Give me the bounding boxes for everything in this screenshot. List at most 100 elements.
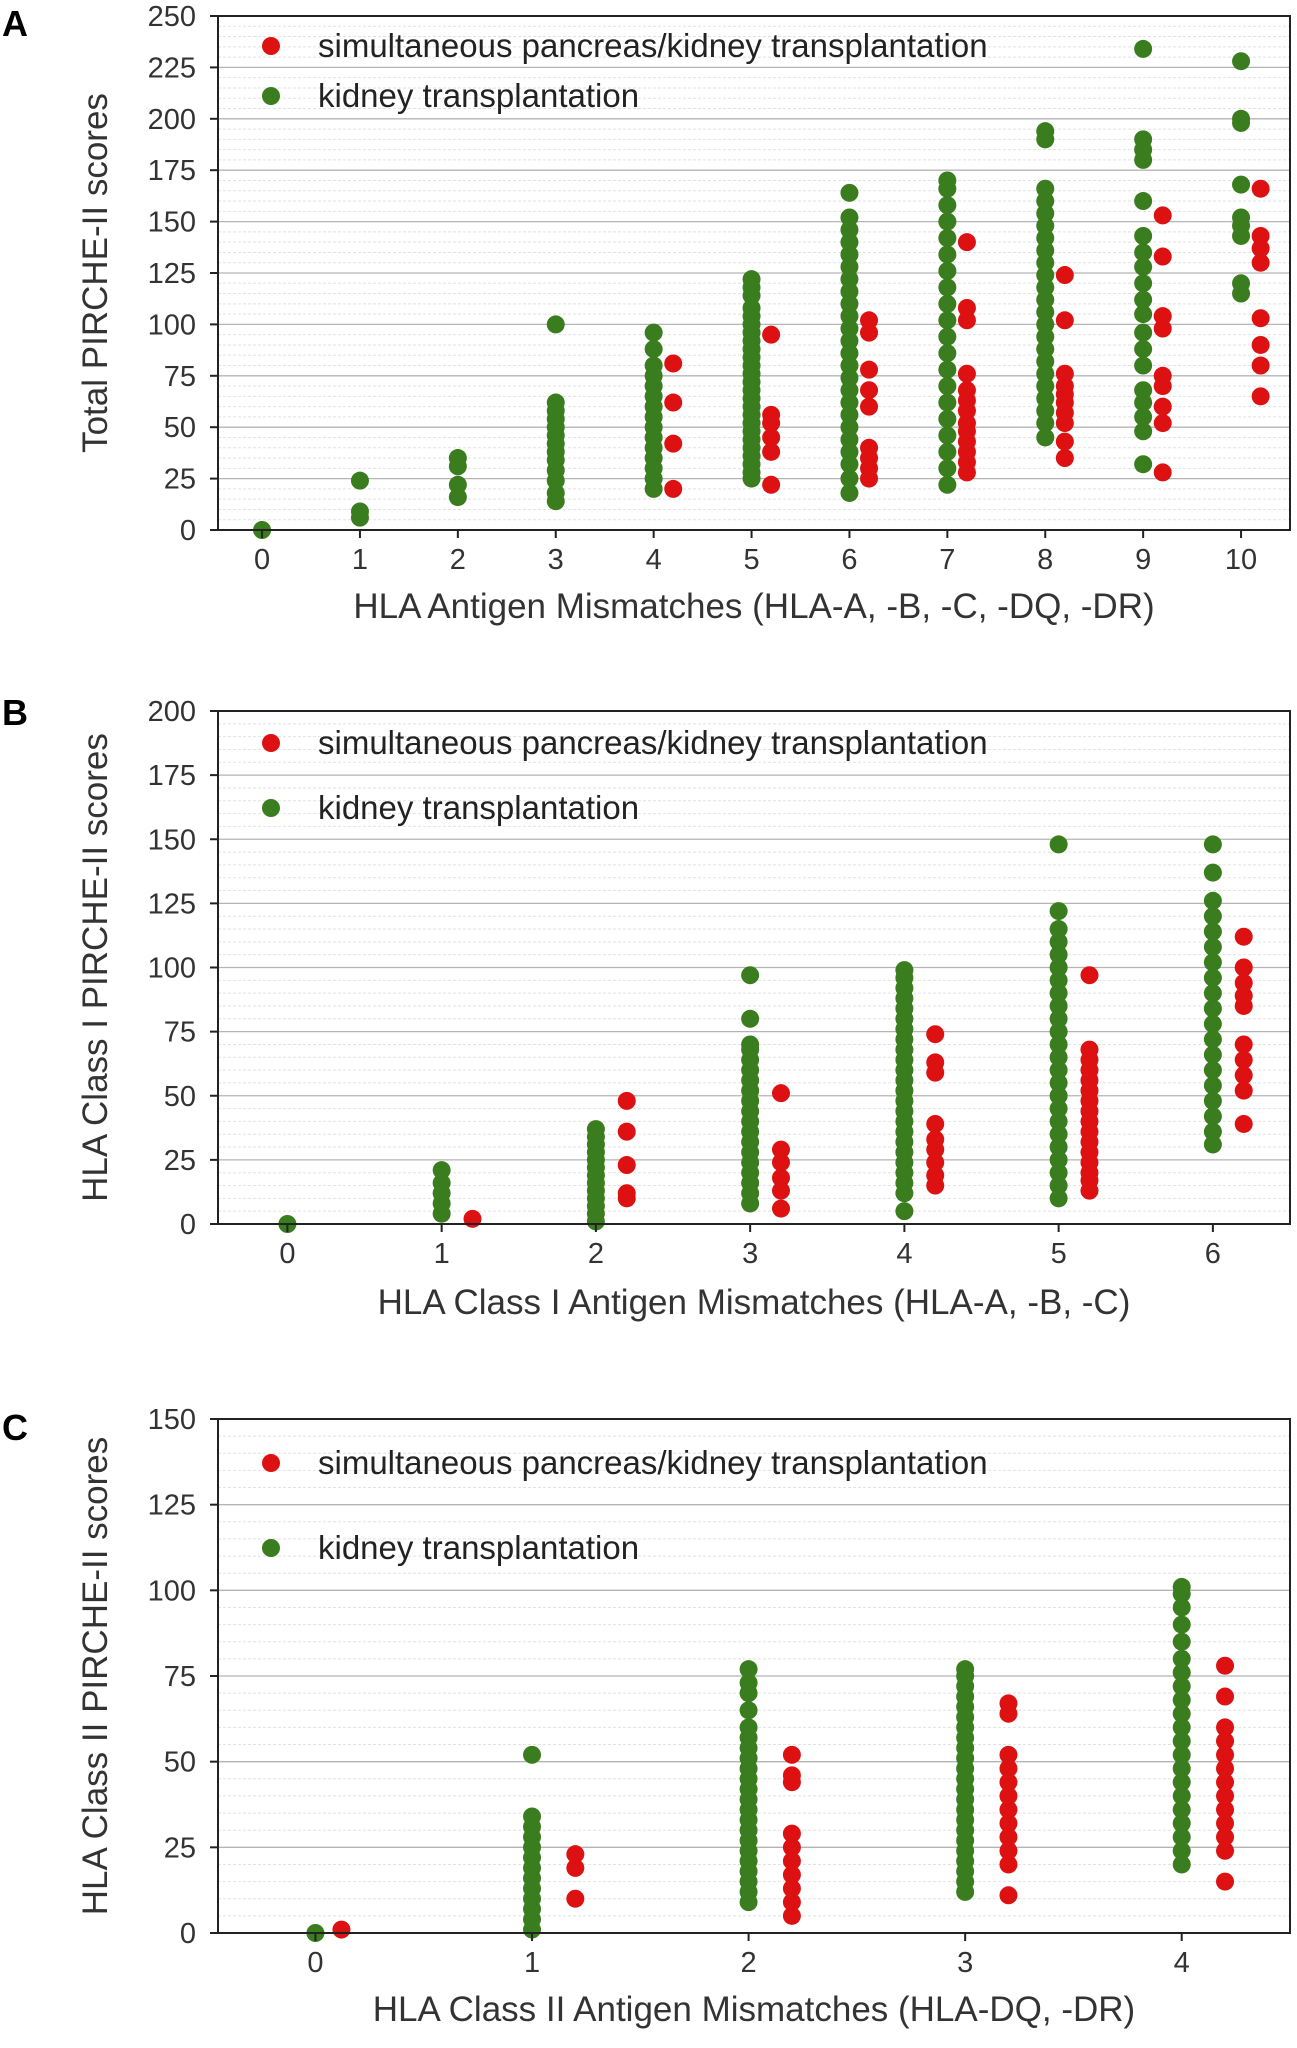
spk-point <box>1251 335 1270 354</box>
kidney-point <box>840 483 859 502</box>
x-tick-label: 2 <box>741 1947 757 1979</box>
kidney-point <box>448 488 467 507</box>
spk-point <box>771 1084 790 1103</box>
kidney-point <box>938 278 957 297</box>
spk-point <box>664 393 683 412</box>
kidney-point <box>938 245 957 264</box>
kidney-point <box>1036 303 1055 322</box>
spk-point <box>782 1906 801 1925</box>
x-tick-label: 5 <box>743 544 759 576</box>
spk-point <box>771 1199 790 1218</box>
legend-marker-spk <box>262 734 280 752</box>
kidney-point <box>938 212 957 231</box>
spk-point <box>926 1153 945 1172</box>
kidney-point <box>840 442 859 461</box>
spk-point <box>957 414 976 433</box>
y-tick-label: 125 <box>148 1490 196 1522</box>
kidney-point <box>1203 1014 1222 1033</box>
kidney-point <box>1203 999 1222 1018</box>
kidney-point <box>1203 891 1222 910</box>
kidney-point <box>938 360 957 379</box>
spk-point <box>1216 1786 1235 1805</box>
kidney-point <box>1203 1122 1222 1141</box>
kidney-point <box>840 331 859 350</box>
kidney-point <box>1036 192 1055 211</box>
y-tick-label: 200 <box>148 696 196 728</box>
panel-a-letter: A <box>2 3 28 44</box>
y-tick-label: 75 <box>164 1017 196 1049</box>
spk-point <box>617 1156 636 1175</box>
kidney-point <box>1203 1076 1222 1095</box>
spk-point <box>566 1858 585 1877</box>
spk-point <box>926 1114 945 1133</box>
kidney-point <box>1036 266 1055 285</box>
kidney-point <box>1172 1745 1191 1764</box>
spk-point <box>1251 309 1270 328</box>
kidney-point <box>938 171 957 190</box>
kidney-point <box>1036 122 1055 141</box>
spk-point <box>860 360 879 379</box>
kidney-point <box>1049 902 1068 921</box>
kidney-point <box>644 323 663 342</box>
spk-point <box>617 1091 636 1110</box>
kidney-point <box>840 430 859 449</box>
spk-point <box>1251 226 1270 245</box>
spk-point <box>617 1122 636 1141</box>
spk-point <box>926 1166 945 1185</box>
kidney-point <box>938 426 957 445</box>
panel-c-legend: simultaneous pancreas/kidney transplanta… <box>262 1444 988 1566</box>
kidney-point <box>1134 305 1153 324</box>
spk-point <box>1216 1745 1235 1764</box>
kidney-point <box>938 475 957 494</box>
kidney-point <box>895 961 914 980</box>
kidney-point <box>840 344 859 363</box>
kidney-point <box>1036 278 1055 297</box>
y-tick-label: 100 <box>148 1575 196 1607</box>
spk-point <box>860 438 879 457</box>
kidney-point <box>1203 1107 1222 1126</box>
kidney-point <box>840 245 859 264</box>
spk-point <box>664 354 683 373</box>
y-tick-label: 125 <box>148 888 196 920</box>
panel-b-y-ticks: 0 25 50 75 100 125 150 175 200 <box>148 696 218 1241</box>
spk-point <box>566 1889 585 1908</box>
kidney-point <box>1172 1855 1191 1874</box>
spk-point <box>664 434 683 453</box>
x-tick-label: 3 <box>957 1947 973 1979</box>
kidney-point <box>938 409 957 428</box>
spk-point <box>1153 247 1172 266</box>
kidney-point <box>741 1035 760 1054</box>
kidney-point <box>1172 1773 1191 1792</box>
kidney-point <box>1172 1677 1191 1696</box>
kidney-point <box>1049 1099 1068 1118</box>
panel-b: B simultaneous pancreas/kidney transplan… <box>2 692 1291 1322</box>
spk-point <box>1055 432 1074 451</box>
spk-point <box>999 1786 1018 1805</box>
kidney-point <box>1049 1150 1068 1169</box>
kidney-point <box>739 1660 758 1679</box>
spk-point <box>1234 1081 1253 1100</box>
kidney-point <box>840 368 859 387</box>
kidney-point <box>840 282 859 301</box>
panel-a-y-axis-label: Total PIRCHE-II scores <box>76 93 115 453</box>
spk-point <box>860 397 879 416</box>
legend-label-kidney: kidney transplantation <box>318 77 639 114</box>
x-tick-label: 8 <box>1037 544 1053 576</box>
kidney-point <box>742 270 761 289</box>
spk-point <box>1055 311 1074 330</box>
spk-point <box>999 1855 1018 1874</box>
panel-b-legend: simultaneous pancreas/kidney transplanta… <box>262 724 988 826</box>
spk-point <box>957 311 976 330</box>
panel-b-y-axis-label: HLA Class I PIRCHE-II scores <box>76 733 115 1202</box>
kidney-point <box>1232 52 1251 71</box>
spk-point <box>1234 1035 1253 1054</box>
spk-point <box>1153 206 1172 225</box>
legend-marker-spk <box>262 37 280 55</box>
kidney-point <box>1172 1841 1191 1860</box>
kidney-point <box>1172 1615 1191 1634</box>
x-tick-label: 1 <box>434 1238 450 1270</box>
kidney-point <box>1172 1786 1191 1805</box>
y-tick-label: 0 <box>180 515 196 547</box>
kidney-point <box>523 1745 542 1764</box>
spk-point <box>999 1759 1018 1778</box>
